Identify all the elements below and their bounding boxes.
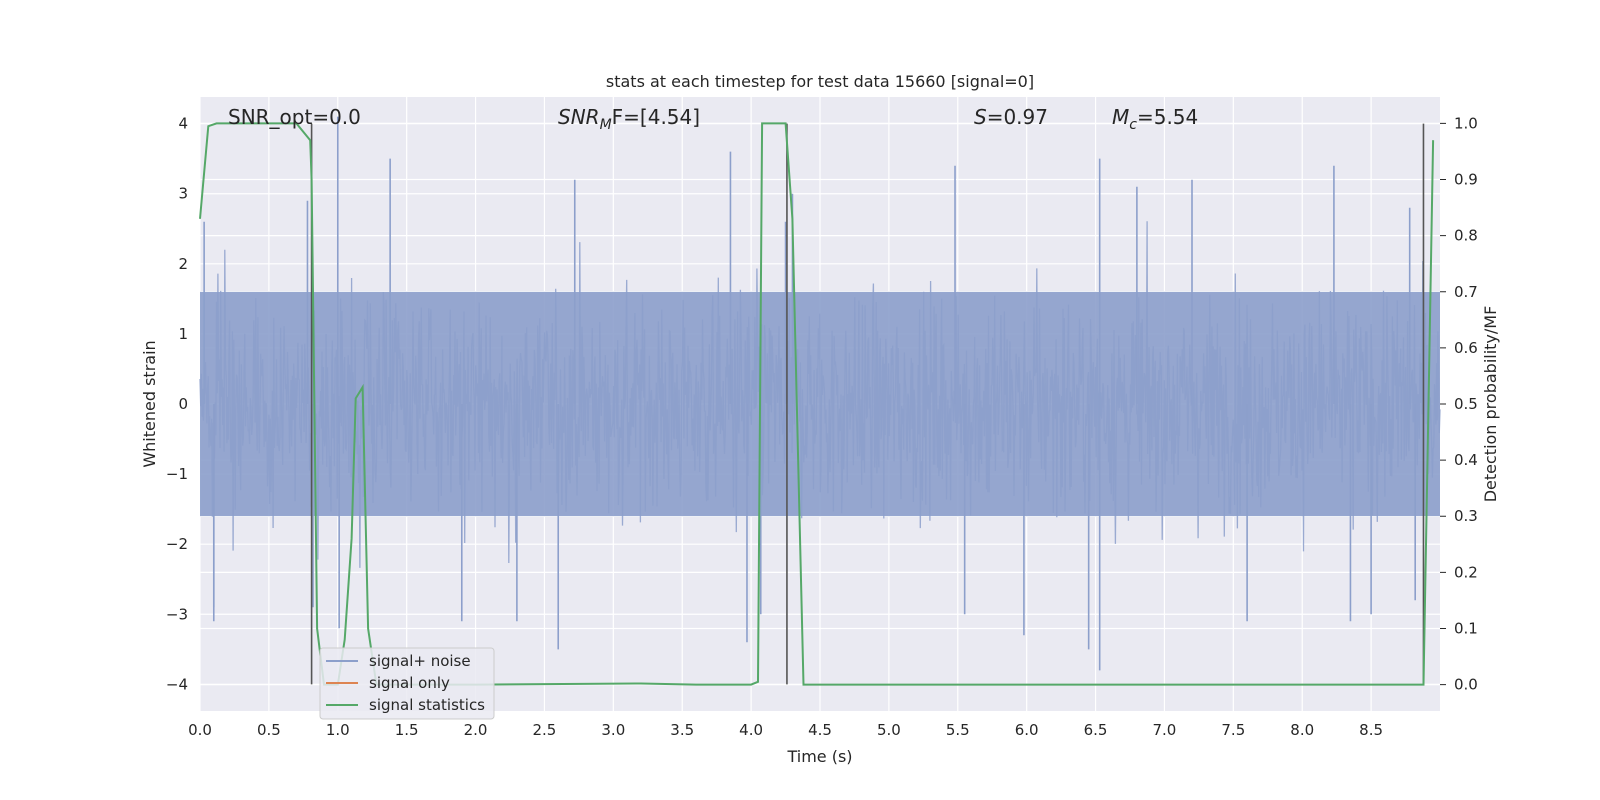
annotation-mc: Mc=5.54 <box>1112 105 1198 133</box>
y-tick-label: −4 <box>166 675 188 693</box>
annotation-snr-mf-sub: M <box>600 117 612 133</box>
x-tick-label: 3.0 <box>601 721 625 739</box>
y-tick-label: 2 <box>178 255 188 273</box>
annotation-mc-main: M <box>1112 105 1129 129</box>
legend-label-signal-statistics: signal statistics <box>369 696 485 714</box>
y2-tick-label: 0.7 <box>1454 283 1478 301</box>
y-tick-label: 3 <box>178 185 188 203</box>
x-tick-label: 7.5 <box>1221 721 1245 739</box>
y-tick-label: 0 <box>178 395 188 413</box>
y2-tick-label: 0.9 <box>1454 171 1478 189</box>
x-tick-label: 5.5 <box>946 721 970 739</box>
x-tick-label: 2.0 <box>464 721 488 739</box>
y-tick-label: −2 <box>166 535 188 553</box>
legend-label-signal-noise: signal+ noise <box>369 652 471 670</box>
legend-label-signal-only: signal only <box>369 674 450 692</box>
x-tick-label: 5.0 <box>877 721 901 739</box>
annotation-snr-mf-main: SNR <box>558 105 600 129</box>
x-tick-label: 6.5 <box>1084 721 1108 739</box>
x-tick-label: 2.5 <box>533 721 557 739</box>
y2-tick-label: 1.0 <box>1454 114 1478 132</box>
y-tick-label: 1 <box>178 325 188 343</box>
y2-axis-label: Detection probability/MF <box>1481 306 1500 503</box>
annotation-s: S=0.97 <box>974 105 1048 129</box>
legend: signal+ noise signal only signal statist… <box>319 647 495 720</box>
chart-title: stats at each timestep for test data 156… <box>606 72 1034 91</box>
y2-axis-ticks: 1.0 0.9 0.8 0.7 0.6 0.5 0.4 0.3 0.2 0.1 0.0 <box>1440 114 1478 694</box>
annotation-snr-opt: SNR_opt=0.0 <box>228 105 361 129</box>
x-tick-label: 4.5 <box>808 721 832 739</box>
y2-tick-label: 0.4 <box>1454 451 1478 469</box>
y-tick-label: 4 <box>178 115 188 133</box>
x-axis-ticks: 0.0 0.5 1.0 1.5 2.0 2.5 3.0 3.5 4.0 4.5 5.0 5.5 6.0 6… <box>188 721 1383 739</box>
y2-tick-label: 0.8 <box>1454 227 1478 245</box>
y2-tick-label: 0.5 <box>1454 395 1478 413</box>
annotation-snr-mf: SNRMF=[4.54] <box>558 105 700 133</box>
annotation-s-main: S <box>974 105 987 129</box>
y2-tick-label: 0.6 <box>1454 339 1478 357</box>
x-tick-label: 8.0 <box>1290 721 1314 739</box>
annotation-mc-sub: c <box>1129 117 1137 133</box>
legend-box <box>319 647 495 720</box>
y2-tick-label: 0.2 <box>1454 563 1478 581</box>
y-tick-label: −3 <box>166 605 188 623</box>
x-tick-label: 3.5 <box>670 721 694 739</box>
x-tick-label: 1.0 <box>326 721 350 739</box>
series-signal-noise <box>199 116 1441 671</box>
y2-tick-label: 0.0 <box>1454 676 1478 694</box>
y-tick-label: −1 <box>166 465 188 483</box>
signal-noise-core <box>200 291 1440 517</box>
annotation-snr-mf-rest: F=[4.54] <box>612 105 700 129</box>
x-axis-label: Time (s) <box>786 747 852 766</box>
y-axis-label: Whitened strain <box>140 340 159 467</box>
x-tick-label: 8.5 <box>1359 721 1383 739</box>
annotation-s-rest: =0.97 <box>987 105 1048 129</box>
x-tick-label: 7.0 <box>1153 721 1177 739</box>
x-tick-label: 0.0 <box>188 721 212 739</box>
y2-tick-label: 0.3 <box>1454 507 1478 525</box>
x-tick-label: 4.0 <box>739 721 763 739</box>
annotation-mc-rest: =5.54 <box>1137 105 1198 129</box>
y2-tick-label: 0.1 <box>1454 619 1478 637</box>
y-axis-ticks: 4 3 2 1 0 −1 −2 −3 −4 <box>166 115 188 694</box>
x-tick-label: 0.5 <box>257 721 281 739</box>
x-tick-label: 1.5 <box>395 721 419 739</box>
x-tick-label: 6.0 <box>1015 721 1039 739</box>
